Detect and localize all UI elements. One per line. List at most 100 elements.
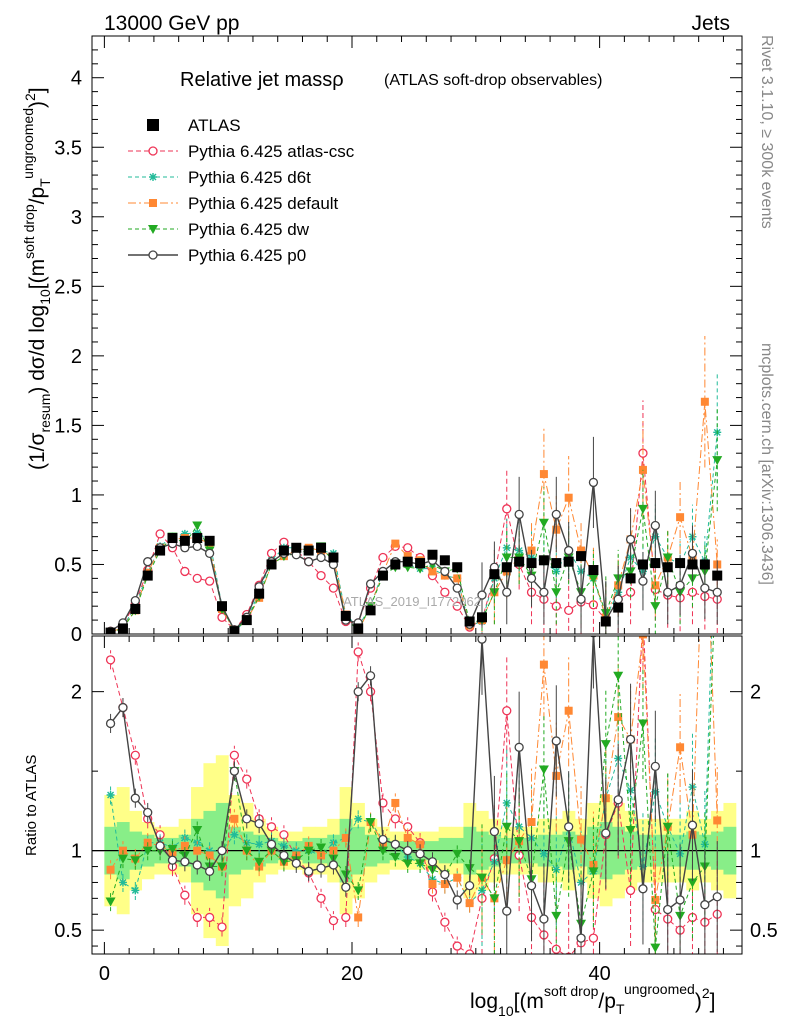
ratio-point bbox=[713, 816, 722, 825]
ratio-point bbox=[303, 846, 314, 856]
data-point bbox=[551, 558, 562, 569]
y-tick-label: 1.5 bbox=[54, 415, 82, 437]
ratio-point bbox=[353, 886, 364, 896]
ratio-point bbox=[316, 863, 326, 873]
data-point bbox=[700, 397, 709, 406]
ratio-point bbox=[341, 912, 351, 923]
ratio-point bbox=[242, 774, 252, 784]
y-tick-label: 3 bbox=[71, 207, 82, 229]
data-point bbox=[577, 546, 586, 555]
data-point bbox=[539, 470, 548, 479]
ratio-y-tick-label-right: 1 bbox=[750, 841, 761, 863]
data-point bbox=[502, 587, 512, 597]
ratio-point bbox=[403, 833, 412, 842]
data-point bbox=[117, 623, 128, 634]
legend-label: ATLAS bbox=[188, 116, 241, 135]
ratio-point bbox=[192, 912, 202, 923]
data-point bbox=[0, 599, 4, 607]
ratio-point bbox=[650, 943, 661, 953]
ratio-point bbox=[676, 743, 685, 752]
ratio-point bbox=[440, 869, 450, 880]
ratio-point bbox=[687, 820, 698, 830]
ratio-point bbox=[180, 890, 190, 900]
ratio-pythia-6-425-p0 bbox=[105, 636, 722, 954]
ratio-point bbox=[651, 895, 660, 904]
data-point bbox=[377, 570, 388, 581]
data-point bbox=[402, 556, 413, 567]
legend-label: Pythia 6.425 default bbox=[188, 194, 339, 213]
data-point bbox=[130, 603, 141, 614]
ratio-point bbox=[106, 865, 115, 874]
data-point bbox=[403, 543, 413, 553]
data-point bbox=[625, 534, 636, 545]
data-point bbox=[155, 529, 165, 539]
ratio-point bbox=[390, 853, 401, 863]
data-point bbox=[638, 576, 648, 586]
header-energy-label: 13000 GeV pp bbox=[104, 12, 239, 35]
rivet-version-label: Rivet 3.1.10, ≥ 300k events bbox=[758, 35, 775, 229]
data-point bbox=[477, 590, 487, 600]
ratio-point bbox=[464, 880, 475, 891]
ratio-point bbox=[204, 866, 215, 876]
ratio-point bbox=[477, 873, 487, 883]
data-point bbox=[663, 587, 673, 597]
legend: ATLAS Pythia 6.425 atlas-csc Pythia 6.425 … bbox=[128, 116, 355, 265]
data-point bbox=[676, 513, 685, 522]
legend-entry: ATLAS bbox=[147, 116, 241, 135]
ratio-point bbox=[241, 846, 252, 856]
data-point bbox=[662, 553, 673, 563]
ratio-point bbox=[205, 846, 214, 855]
legend-entry: Pythia 6.425 d6t bbox=[128, 168, 311, 187]
ratio-point bbox=[106, 791, 115, 799]
data-point bbox=[687, 559, 698, 570]
ratio-y-tick-label-right: 2 bbox=[750, 682, 761, 704]
ratio-point bbox=[613, 671, 624, 681]
data-point bbox=[440, 566, 450, 577]
ratio-point bbox=[514, 837, 525, 847]
ratio-point bbox=[353, 647, 363, 657]
data-point bbox=[514, 509, 524, 520]
mcplots-label: mcplots.cern.ch [arXiv:1306.3436] bbox=[758, 343, 775, 585]
ratio-point bbox=[304, 866, 314, 876]
ratio-point bbox=[564, 706, 573, 715]
watermark: ATLAS_2019_I1772062 bbox=[343, 594, 481, 609]
data-point bbox=[588, 565, 599, 576]
ratio-point bbox=[637, 719, 648, 729]
legend-label: Pythia 6.425 dw bbox=[188, 220, 310, 239]
data-point bbox=[576, 551, 587, 562]
ratio-point bbox=[229, 766, 240, 776]
data-point bbox=[625, 567, 636, 577]
data-point bbox=[551, 509, 561, 520]
data-point bbox=[650, 602, 661, 612]
ratio-point bbox=[291, 858, 301, 869]
ratio-point bbox=[328, 860, 339, 870]
data-point bbox=[403, 552, 412, 561]
ratio-point bbox=[650, 761, 660, 772]
legend-label: Pythia 6.425 p0 bbox=[188, 246, 306, 265]
data-point bbox=[564, 493, 573, 502]
legend-entry: Pythia 6.425 atlas-csc bbox=[128, 142, 355, 161]
ratio-point bbox=[341, 882, 351, 892]
data-point bbox=[637, 559, 648, 570]
ratio-point bbox=[354, 913, 363, 922]
data-point bbox=[538, 555, 549, 566]
ratio-point bbox=[279, 850, 289, 861]
legend-label: Pythia 6.425 atlas-csc bbox=[188, 142, 355, 161]
data-point bbox=[452, 562, 463, 573]
x-tick-label: 20 bbox=[341, 963, 363, 985]
ratio-point bbox=[526, 880, 537, 891]
ratio-point bbox=[130, 793, 140, 803]
data-point bbox=[204, 576, 215, 586]
ratio-point bbox=[464, 949, 475, 954]
data-point bbox=[278, 545, 289, 556]
data-point bbox=[526, 573, 537, 584]
ratio-point bbox=[0, 902, 4, 910]
x-tick-label: 40 bbox=[588, 963, 610, 985]
ratio-point bbox=[130, 750, 140, 760]
ratio-point bbox=[192, 860, 202, 870]
legend-marker bbox=[148, 225, 158, 234]
ratio-point bbox=[180, 857, 190, 867]
ratio-point bbox=[118, 702, 128, 713]
data-point bbox=[340, 610, 351, 621]
data-point bbox=[316, 542, 327, 553]
